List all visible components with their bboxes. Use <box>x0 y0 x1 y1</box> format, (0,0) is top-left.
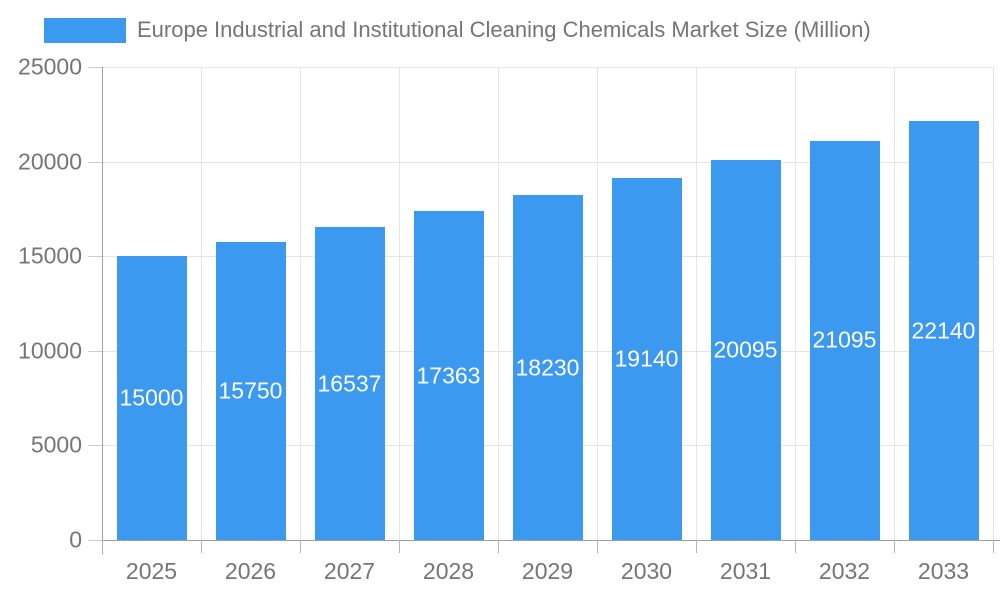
y-axis-label: 0 <box>69 526 82 553</box>
bar-value-label: 20095 <box>713 336 778 363</box>
gridline-v <box>597 67 598 540</box>
x-axis-tick <box>300 540 301 553</box>
bar[interactable]: 18230 <box>512 195 583 540</box>
bar[interactable]: 19140 <box>611 177 682 540</box>
bar-value-label: 21095 <box>812 326 877 353</box>
bar-value-label: 22140 <box>911 317 976 344</box>
x-axis-line <box>88 540 1000 541</box>
gridline-v <box>399 67 400 540</box>
y-axis-tick <box>88 256 102 258</box>
x-axis-label: 2025 <box>125 558 178 584</box>
y-axis-tick <box>88 67 102 68</box>
bar[interactable]: 15750 <box>215 242 286 540</box>
legend-swatch[interactable] <box>44 17 126 43</box>
gridline-h <box>102 161 993 163</box>
chart-title: Europe Industrial and Institutional Clea… <box>137 17 871 42</box>
x-axis-label: 2029 <box>521 558 574 584</box>
bar-value-label: 18230 <box>515 354 580 381</box>
y-axis-line <box>102 67 103 554</box>
bar[interactable]: 22140 <box>908 121 979 540</box>
gridline-v <box>300 67 301 540</box>
y-axis-label: 5000 <box>30 431 82 458</box>
bar[interactable]: 20095 <box>710 159 781 540</box>
gridline-h <box>102 67 993 68</box>
y-axis-tick <box>88 350 102 352</box>
gridline-v <box>498 67 499 540</box>
gridline-v <box>696 67 697 540</box>
y-axis-label: 10000 <box>18 337 82 364</box>
bar-value-label: 15000 <box>119 384 184 411</box>
bar[interactable]: 17363 <box>413 211 484 540</box>
gridline-v <box>201 67 202 540</box>
bar[interactable]: 15000 <box>116 256 187 540</box>
legend[interactable]: Europe Industrial and Institutional Clea… <box>44 17 871 43</box>
x-axis-label: 2027 <box>323 558 376 584</box>
bar-value-label: 17363 <box>416 362 481 389</box>
y-axis-tick <box>88 445 102 447</box>
x-axis-tick <box>201 540 202 553</box>
y-axis-label: 20000 <box>18 148 82 175</box>
plot-area: 15000 15750 16537 17363 18230 19140 20095 21095… <box>102 67 994 540</box>
y-axis-tick <box>88 540 102 541</box>
y-axis-label: 25000 <box>18 53 82 80</box>
gridline-v <box>993 67 994 540</box>
bar-value-label: 19140 <box>614 345 679 372</box>
bar-value-label: 16537 <box>317 370 382 397</box>
x-axis-tick <box>993 540 994 553</box>
x-axis-label: 2031 <box>719 558 772 584</box>
x-axis-label: 2028 <box>422 558 475 584</box>
bar[interactable]: 21095 <box>809 140 880 540</box>
x-axis-label: 2032 <box>818 558 871 584</box>
y-axis-label: 15000 <box>18 242 82 269</box>
gridline-v <box>795 67 796 540</box>
x-axis-tick <box>597 540 598 553</box>
x-axis-tick <box>102 540 103 553</box>
y-axis-tick <box>88 161 102 163</box>
gridline-v <box>894 67 895 540</box>
x-axis-tick <box>696 540 697 553</box>
x-axis-tick <box>894 540 895 553</box>
bar-value-label: 15750 <box>218 377 283 404</box>
x-axis-label: 2030 <box>620 558 673 584</box>
x-axis-label: 2033 <box>917 558 970 584</box>
bar[interactable]: 16537 <box>314 227 385 540</box>
x-axis-tick <box>498 540 499 553</box>
x-axis-tick <box>399 540 400 553</box>
x-axis-tick <box>795 540 796 553</box>
x-axis-label: 2026 <box>224 558 277 584</box>
